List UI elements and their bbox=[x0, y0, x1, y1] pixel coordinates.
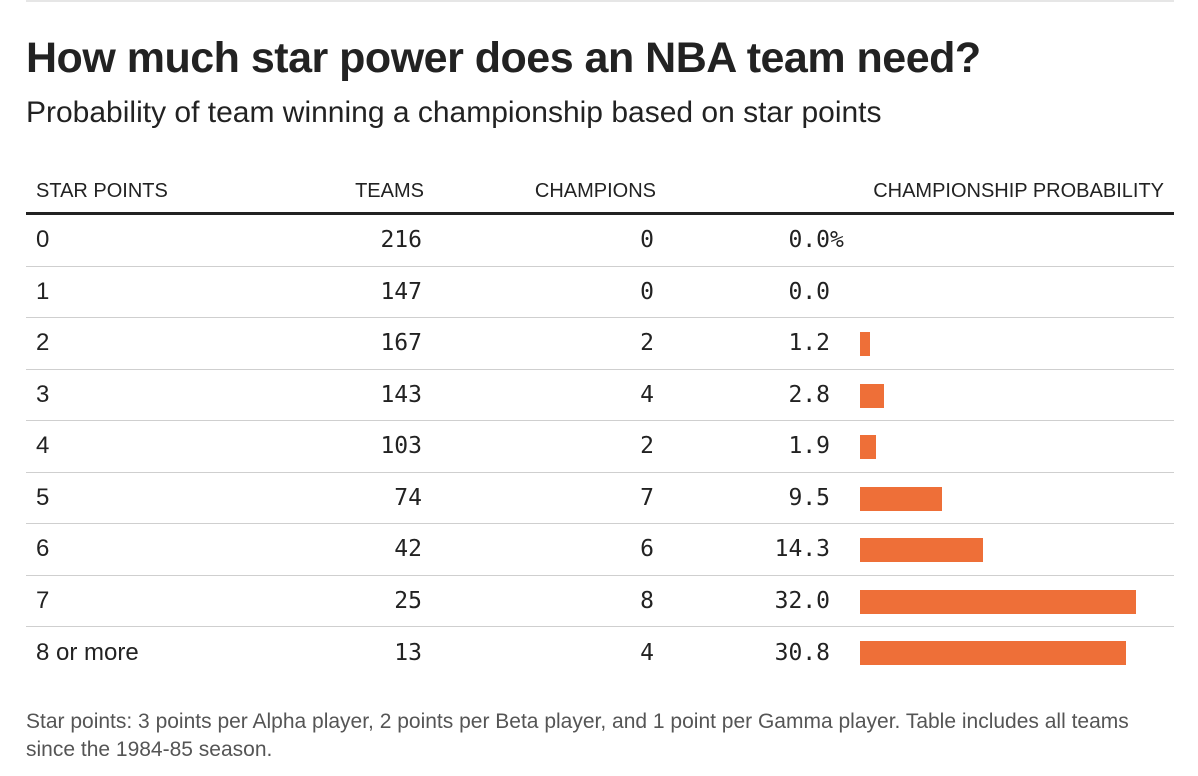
champions-cell: 0 bbox=[640, 227, 654, 254]
column-header-champions: CHAMPIONS bbox=[534, 180, 656, 202]
teams-cell: 13 bbox=[394, 639, 422, 666]
teams-cell: 147 bbox=[380, 278, 422, 305]
teams-cell: 216 bbox=[380, 227, 422, 254]
table-row: 8 or more 13 4 30.8 bbox=[26, 627, 1174, 679]
star-points-cell: 6 bbox=[36, 535, 50, 563]
champions-cell: 8 bbox=[640, 587, 654, 614]
star-points-cell: 1 bbox=[36, 277, 50, 305]
probability-cell: 0.0 bbox=[766, 267, 830, 318]
teams-cell: 143 bbox=[380, 381, 422, 408]
table-row: 4 103 2 1.9 bbox=[26, 421, 1174, 473]
probability-bar bbox=[860, 589, 1136, 614]
chart-subtitle: Probability of team winning a championsh… bbox=[26, 96, 882, 129]
star-points-cell: 2 bbox=[36, 329, 50, 357]
probability-value: 9.5 bbox=[788, 484, 830, 511]
probability-value: 1.9 bbox=[788, 433, 830, 460]
champions-cell: 2 bbox=[640, 433, 654, 460]
teams-cell: 25 bbox=[394, 587, 422, 614]
percent-sign: % bbox=[830, 227, 844, 254]
probability-value: 2.8 bbox=[788, 381, 830, 408]
probability-bar bbox=[860, 383, 885, 408]
probability-cell: 1.2 bbox=[766, 318, 830, 369]
table-row: 0 216 0 0.0% bbox=[26, 215, 1174, 267]
header-divider bbox=[26, 212, 1174, 215]
star-points-cell: 0 bbox=[36, 226, 50, 254]
champions-cell: 6 bbox=[640, 536, 654, 563]
footnote: Star points: 3 points per Alpha player, … bbox=[26, 710, 1129, 761]
star-points-cell: 7 bbox=[36, 586, 50, 614]
probability-value: 0.0 bbox=[788, 278, 830, 305]
table-row: 6 42 6 14.3 bbox=[26, 524, 1174, 576]
table-row: 1 147 0 0.0 bbox=[26, 267, 1174, 318]
champions-cell: 2 bbox=[640, 330, 654, 357]
probability-cell: 32.0 bbox=[766, 576, 830, 627]
champions-cell: 0 bbox=[640, 278, 654, 305]
champions-cell: 4 bbox=[640, 381, 654, 408]
probability-bar bbox=[860, 435, 877, 459]
probability-value: 30.8 bbox=[774, 639, 830, 666]
probability-cell: 1.9 bbox=[766, 421, 830, 472]
probability-cell: 14.3 bbox=[766, 524, 830, 575]
champions-cell: 4 bbox=[640, 639, 654, 666]
table-header: STAR POINTS TEAMS CHAMPIONS CHAMPIONSHIP… bbox=[26, 180, 1174, 212]
teams-cell: 74 bbox=[394, 484, 422, 511]
table-row: 5 74 7 9.5 bbox=[26, 473, 1174, 524]
teams-cell: 167 bbox=[380, 330, 422, 357]
probability-bar bbox=[860, 486, 942, 511]
table-body: 0 216 0 0.0% 1 147 0 0.0 2 167 2 1.2 3 143 4 2.8 4 103 2 1.… bbox=[26, 215, 1174, 679]
probability-value: 1.2 bbox=[788, 330, 830, 357]
probability-cell: 9.5 bbox=[766, 473, 830, 524]
column-header-star-points: STAR POINTS bbox=[36, 180, 168, 202]
table-row: 2 167 2 1.2 bbox=[26, 318, 1174, 370]
probability-cell: 2.8 bbox=[766, 370, 830, 421]
table-row: 7 25 8 32.0 bbox=[26, 576, 1174, 627]
probability-bar bbox=[860, 641, 1126, 665]
probability-value: 14.3 bbox=[774, 536, 830, 563]
table-row: 3 143 4 2.8 bbox=[26, 370, 1174, 421]
probability-cell: 0.0% bbox=[766, 215, 843, 266]
probability-cell: 30.8 bbox=[766, 627, 830, 679]
probability-bar bbox=[860, 538, 984, 562]
teams-cell: 103 bbox=[380, 433, 422, 460]
chart-title: How much star power does an NBA team nee… bbox=[26, 34, 981, 82]
star-points-cell: 5 bbox=[36, 483, 50, 511]
champions-cell: 7 bbox=[640, 484, 654, 511]
star-points-cell: 4 bbox=[36, 432, 50, 460]
column-header-probability: CHAMPIONSHIP PROBABILITY bbox=[873, 180, 1164, 202]
teams-cell: 42 bbox=[394, 536, 422, 563]
probability-value: 0.0 bbox=[788, 227, 830, 254]
top-divider bbox=[26, 0, 1174, 2]
probability-value: 32.0 bbox=[774, 587, 830, 614]
star-points-cell: 8 or more bbox=[36, 638, 139, 666]
probability-bar bbox=[860, 332, 871, 356]
star-points-cell: 3 bbox=[36, 380, 50, 408]
column-header-teams: TEAMS bbox=[355, 180, 424, 202]
